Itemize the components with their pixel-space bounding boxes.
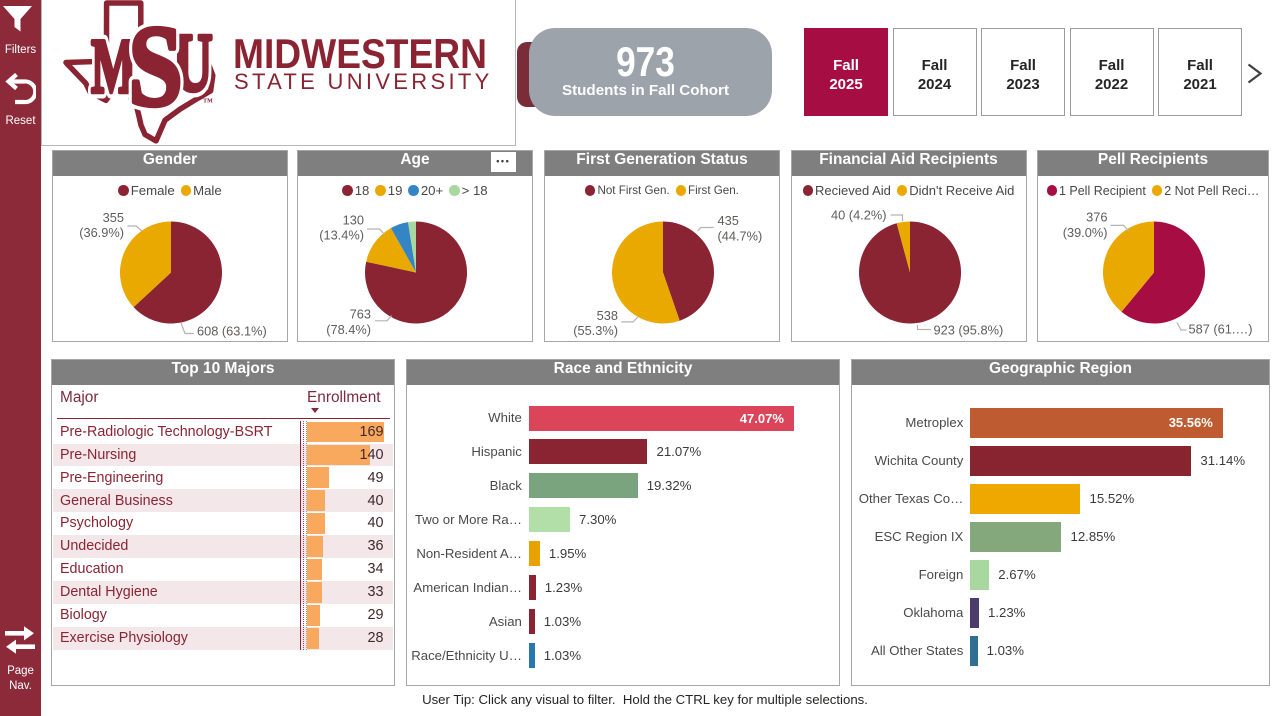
svg-text:130: 130	[343, 213, 364, 228]
svg-text:923 (95.8%): 923 (95.8%)	[933, 323, 1003, 338]
svg-text:40 (4.2%): 40 (4.2%)	[831, 208, 886, 223]
svg-text:608 (63.1%): 608 (63.1%)	[197, 324, 267, 339]
svg-text:M: M	[91, 23, 136, 108]
svg-text:U: U	[173, 17, 213, 109]
svg-text:435: 435	[718, 213, 739, 228]
svg-text:(13.4%): (13.4%)	[319, 228, 364, 243]
svg-text:376: 376	[1086, 210, 1107, 225]
svg-text:(78.4%): (78.4%)	[326, 322, 371, 337]
svg-text:(55.3%): (55.3%)	[573, 323, 618, 338]
svg-text:538: 538	[597, 308, 618, 323]
svg-text:587 (61.…): 587 (61.…)	[1189, 322, 1253, 337]
svg-text:U: U	[173, 17, 213, 109]
svg-text:S: S	[129, 3, 183, 131]
svg-text:S: S	[129, 3, 183, 131]
svg-text:763: 763	[350, 307, 371, 322]
svg-text:355: 355	[103, 210, 124, 225]
svg-text:(44.7%): (44.7%)	[718, 228, 763, 243]
svg-text:(36.9%): (36.9%)	[79, 225, 124, 240]
svg-text:(39.0%): (39.0%)	[1063, 225, 1108, 240]
svg-text:™: ™	[203, 97, 213, 108]
svg-text:M: M	[91, 23, 136, 108]
